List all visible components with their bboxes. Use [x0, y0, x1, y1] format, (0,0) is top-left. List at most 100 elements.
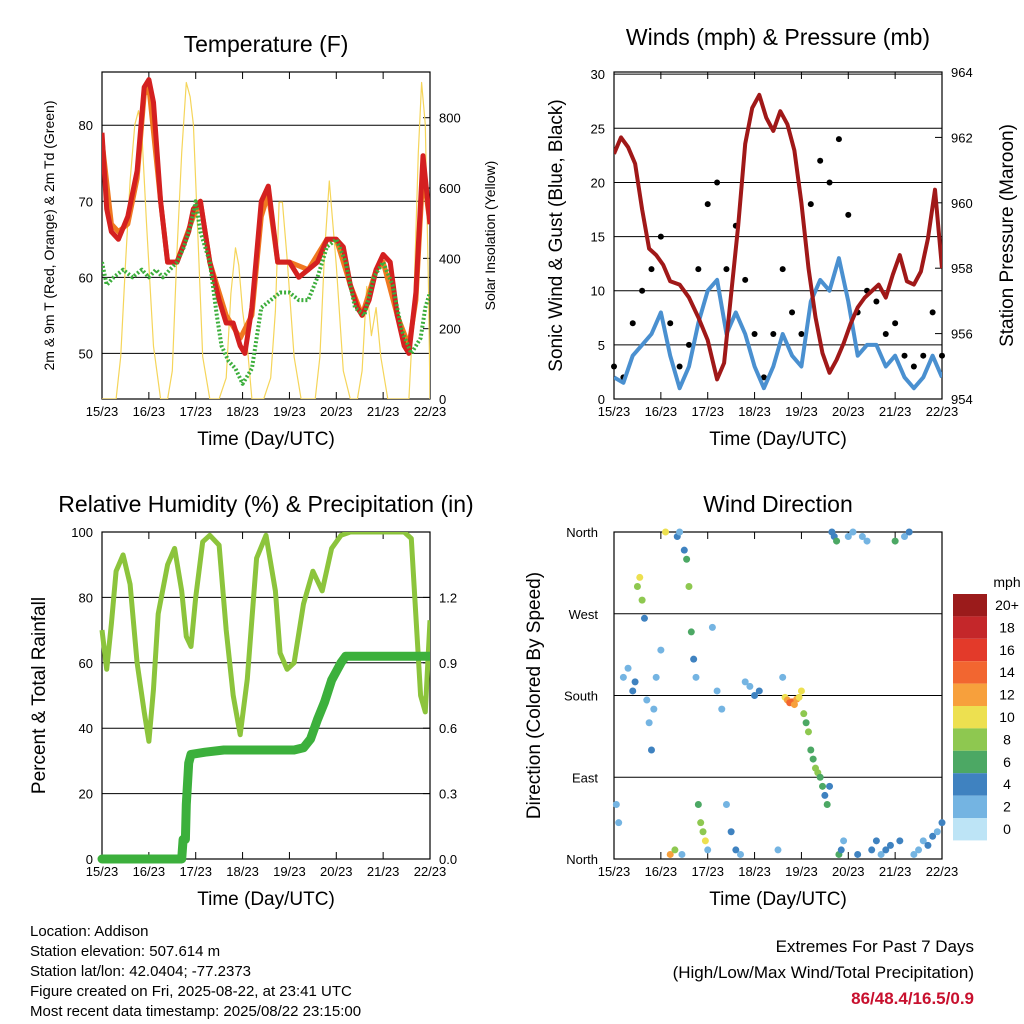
colorbar-swatch-10 — [953, 818, 987, 841]
wind-direction-point — [858, 533, 866, 541]
y-tick-label: South — [564, 689, 598, 704]
y-tick-label: 50 — [79, 346, 93, 361]
x-tick-label: 21/23 — [367, 404, 400, 419]
gust-point — [714, 179, 721, 186]
gust-point — [929, 309, 936, 316]
y2-tick-label: 0.6 — [439, 721, 457, 736]
x-tick-label: 21/23 — [367, 864, 400, 879]
wind-direction-point — [680, 546, 688, 554]
colorbar-swatch-7 — [953, 750, 987, 774]
wind-direction-point — [802, 719, 810, 727]
wind-direction-point — [746, 682, 754, 690]
colorbar-label-5: 10 — [999, 709, 1015, 725]
wind-direction-point — [678, 850, 686, 858]
wind-direction-point — [737, 850, 745, 858]
y2-tick-label: 800 — [439, 111, 461, 126]
wind-direction-point — [877, 850, 885, 858]
gust-point — [611, 363, 617, 370]
extremes-values: 86/48.4/16.5/0.9 — [851, 989, 974, 1008]
colorbar-swatch-4 — [953, 683, 987, 706]
wind-direction-point — [683, 555, 691, 563]
wind-direction-point — [821, 791, 829, 799]
gust-point — [789, 309, 796, 316]
colorbar-label-2: 16 — [999, 642, 1015, 658]
y-tick-label: North — [566, 852, 598, 867]
wind-direction-point — [640, 614, 648, 622]
y-tick-label: 40 — [79, 721, 93, 736]
y2-tick-label: 1.2 — [439, 590, 457, 605]
x-tick-label: 20/23 — [832, 864, 865, 879]
wind-direction-point — [718, 705, 726, 713]
gust-point — [704, 201, 711, 208]
wind-direction-point — [868, 846, 876, 854]
x-tick-label: 22/23 — [414, 864, 447, 879]
x-axis-label-2: Time (Day/UTC) — [197, 889, 335, 910]
wind-direction-point — [629, 687, 637, 695]
gust-point — [695, 266, 702, 273]
wind-direction-point — [882, 846, 890, 854]
colorbar-label-6: 8 — [1003, 731, 1011, 747]
wind-direction-point — [797, 687, 805, 695]
wind-direction-point — [800, 710, 808, 718]
wind-direction-point — [615, 819, 623, 827]
wind-direction-point — [938, 819, 946, 827]
gust-point — [742, 276, 749, 283]
y2-tick-label: 964 — [951, 65, 973, 80]
gust-point — [807, 201, 814, 208]
y-tick-label: 15 — [591, 230, 605, 245]
wind-direction-point — [795, 693, 803, 701]
y2-tick-label: 0.3 — [439, 787, 457, 802]
wind-direction-point — [929, 832, 937, 840]
y-tick-label: 30 — [591, 67, 605, 82]
wind-direction-point — [779, 673, 787, 681]
gust-point — [892, 320, 899, 327]
colorbar-swatch-9 — [953, 795, 987, 818]
wind-direction-point — [741, 678, 749, 686]
colorbar-label-1: 18 — [999, 619, 1015, 635]
wind-direction-point — [687, 628, 695, 636]
y-axis-label-0: 2m & 9m T (Red, Orange) & 2m Td (Green) — [41, 101, 57, 371]
x-tick-label: 20/23 — [320, 404, 353, 419]
gust-point — [798, 331, 805, 338]
wind-direction-point — [631, 678, 639, 686]
wind-direction-point — [933, 828, 941, 836]
extremes-box: Extremes For Past 7 Days (High/Low/Max W… — [673, 934, 974, 1012]
x-tick-label: 18/23 — [738, 404, 771, 419]
colorbar-label-3: 14 — [999, 664, 1015, 680]
wind-direction-point — [722, 801, 730, 808]
y2-tick-label: 954 — [951, 392, 973, 407]
wind-direction-point — [671, 846, 679, 854]
y-tick-label: North — [566, 525, 598, 540]
x-tick-label: 20/23 — [832, 404, 865, 419]
y2-tick-label: 958 — [951, 261, 973, 276]
x-tick-label: 17/23 — [179, 864, 212, 879]
gust-point — [667, 320, 674, 327]
colorbar-title: mph — [993, 574, 1020, 590]
colorbar-label-8: 4 — [1003, 776, 1011, 792]
wind-direction-point — [826, 782, 834, 790]
x-tick-label: 16/23 — [645, 864, 678, 879]
series-line-total-rainfall — [97, 651, 430, 864]
wind-direction-point — [872, 837, 880, 845]
x-tick-label: 19/23 — [785, 864, 818, 879]
gust-point — [901, 352, 908, 359]
y-axis-label-3: Direction (Colored By Speed) — [524, 572, 545, 819]
y-tick-label: 0 — [86, 852, 93, 867]
gust-point — [779, 266, 786, 273]
y-tick-label: 20 — [591, 175, 605, 190]
x-axis-label-3: Time (Day/UTC) — [709, 889, 847, 910]
wind-direction-point — [896, 837, 904, 845]
y2-tick-label: 956 — [951, 327, 973, 342]
y2-tick-label: 962 — [951, 130, 973, 145]
wind-direction-point — [919, 837, 927, 845]
chart-title-0: Temperature (F) — [184, 31, 349, 57]
y2-tick-label: 0 — [439, 392, 446, 407]
x-tick-label: 15/23 — [86, 404, 119, 419]
wind-direction-point — [807, 746, 815, 754]
gust-point — [723, 266, 730, 273]
station-latlon: Station lat/lon: 42.0404; -77.2373 — [30, 963, 252, 980]
x-tick-label: 16/23 — [133, 864, 166, 879]
wind-direction-point — [645, 719, 653, 727]
series-line-solar-insolation — [102, 81, 430, 399]
y2-tick-label: 0.9 — [439, 656, 457, 671]
